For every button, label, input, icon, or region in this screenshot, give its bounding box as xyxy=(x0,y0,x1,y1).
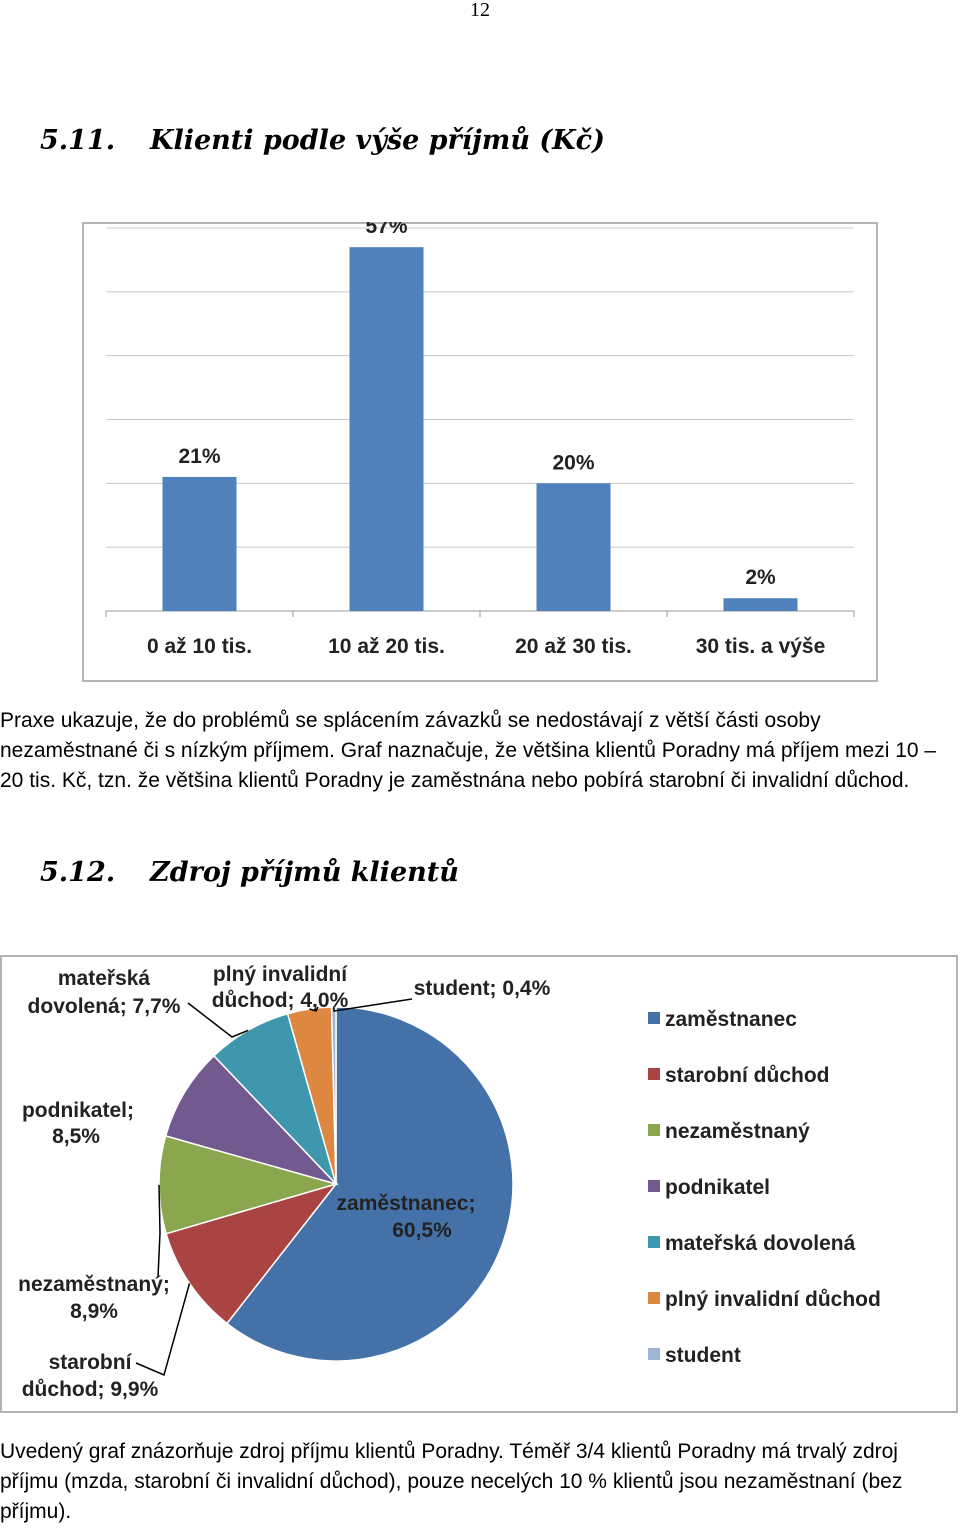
bar-chart-svg: 21% 0 až 10 tis. 57% 10 až 20 tis. 20% 20 až … xyxy=(82,215,878,682)
legend-label: student xyxy=(665,1344,741,1367)
category-label: 20 až 30 tis. xyxy=(515,635,632,658)
legend-swatch xyxy=(648,1124,660,1136)
slice-data-label: mateřská xyxy=(58,967,151,990)
legend-label: nezaměstnaný xyxy=(665,1120,810,1143)
leader-line xyxy=(135,1283,191,1377)
bar xyxy=(536,483,611,611)
data-label: 20% xyxy=(552,451,594,474)
leader-line xyxy=(309,1006,319,1012)
category-label: 0 až 10 tis. xyxy=(147,635,252,658)
leader-line xyxy=(157,1184,161,1278)
legend-label: plný invalidní důchod xyxy=(665,1288,881,1311)
slice-data-label: student; 0,4% xyxy=(414,977,551,1000)
pie-slice xyxy=(330,1006,337,1185)
category-label: 30 tis. a výše xyxy=(696,635,826,658)
slice-data-label: 60,5% xyxy=(392,1219,452,1242)
legend-label: podnikatel xyxy=(665,1176,770,1199)
legend-swatch xyxy=(648,1180,660,1192)
slice-data-label: 8,9% xyxy=(70,1300,118,1323)
data-label: 2% xyxy=(745,566,776,589)
income-bar-chart: 21% 0 až 10 tis. 57% 10 až 20 tis. 20% 20 až … xyxy=(82,215,878,682)
slice-data-label: plný invalidní xyxy=(213,963,348,986)
slice-data-label: starobní xyxy=(49,1351,133,1374)
slice-data-label: podnikatel; xyxy=(22,1099,134,1122)
paragraph-income: Praxe ukazuje, že do problémů se splácen… xyxy=(0,709,937,792)
leader-line xyxy=(187,1002,249,1038)
pie-slice xyxy=(164,1054,339,1186)
slice-data-label: důchod; 4,0% xyxy=(212,989,349,1012)
leader-line xyxy=(333,998,413,1012)
income-source-pie-chart: zaměstnanec; 60,5% starobní důchod; 9,9% nez… xyxy=(0,955,958,1413)
legend-swatch xyxy=(648,1348,660,1360)
legend-swatch xyxy=(648,1012,660,1024)
bar xyxy=(723,598,798,611)
page-number: 12 xyxy=(470,0,490,21)
section-number: 5.11. xyxy=(40,125,116,156)
section-number: 5.12. xyxy=(40,857,116,888)
slice-data-label: nezaměstnaný; xyxy=(18,1273,170,1296)
category-label: 10 až 20 tis. xyxy=(328,635,445,658)
slice-data-label: dovolená; 7,7% xyxy=(28,995,181,1018)
data-label: 57% xyxy=(365,222,407,238)
section-title: Zdroj příjmů klientů xyxy=(150,857,459,888)
pie-chart-svg: zaměstnanec; 60,5% starobní důchod; 9,9% nez… xyxy=(0,955,958,1413)
slice-data-label: důchod; 9,9% xyxy=(22,1378,159,1401)
legend-label: starobní důchod xyxy=(665,1064,830,1087)
slice-data-label: zaměstnanec; xyxy=(337,1192,476,1215)
section-heading-source: 5.12. Zdroj příjmů klientů xyxy=(40,857,459,888)
bar xyxy=(162,476,237,611)
paragraph-source: Uvedený graf znázorňuje zdroj příjmu kli… xyxy=(0,1440,903,1523)
legend-label: mateřská dovolená xyxy=(665,1232,856,1255)
data-label: 21% xyxy=(178,445,220,468)
pie-slice xyxy=(225,1006,514,1362)
slice-data-label: 8,5% xyxy=(52,1125,100,1148)
section-heading-income: 5.11. Klienti podle výše příjmů (Kč) xyxy=(40,125,605,156)
section-title: Klienti podle výše příjmů (Kč) xyxy=(150,125,605,156)
legend-swatch xyxy=(648,1236,660,1248)
bar xyxy=(349,247,424,611)
legend-swatch xyxy=(648,1068,660,1080)
legend-label: zaměstnanec xyxy=(665,1008,797,1031)
legend-swatch xyxy=(648,1292,660,1304)
